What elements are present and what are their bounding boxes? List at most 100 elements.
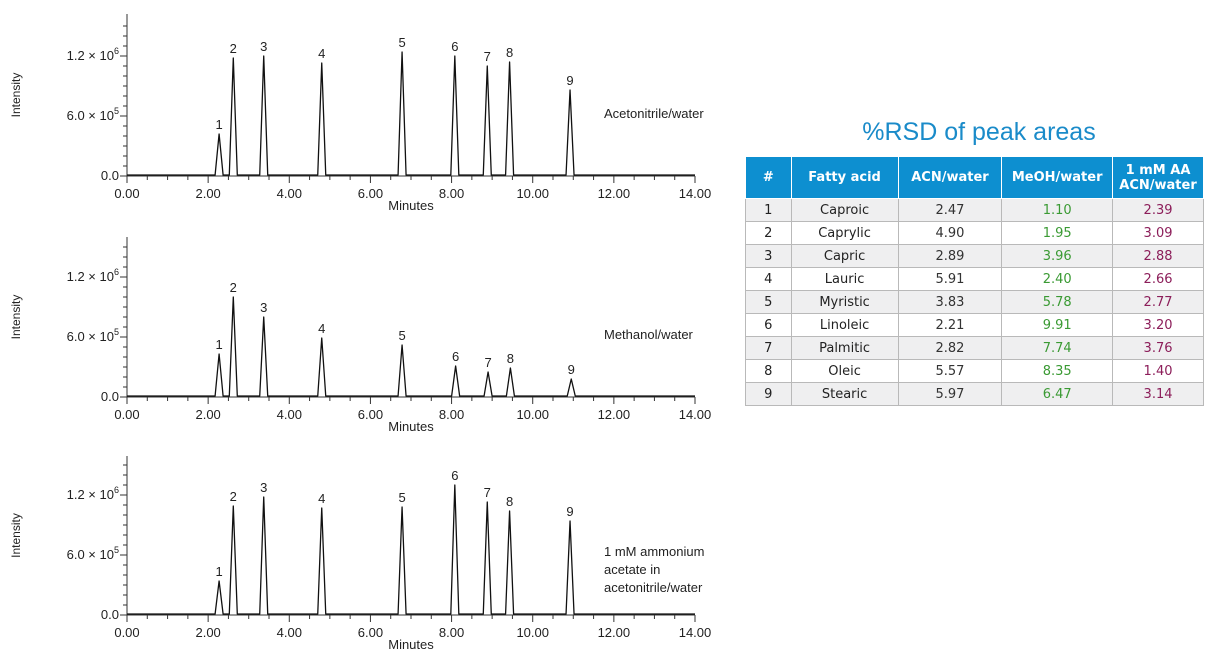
peak-label: 7 [484,355,491,370]
aa-acn-water-value: 3.76 [1112,336,1204,360]
rsd-table-header-row: # Fatty acid ACN/water MeOH/water 1 mM A… [745,156,1204,199]
x-tick-label: 10.00 [516,407,549,422]
aa-acn-water-value: 3.14 [1112,382,1204,406]
x-tick-label: 12.00 [598,407,631,422]
x-tick-label: 0.00 [114,625,139,640]
y-axis-title: Intensity [9,513,23,558]
aa-acn-water-value: 3.09 [1112,221,1204,245]
rsd-table-panel: %RSD of peak areas # Fatty acid ACN/wate… [745,118,1205,406]
meoh-water-value: 5.78 [1001,290,1114,314]
peak-label: 5 [398,490,405,505]
meoh-water-value: 8.35 [1001,359,1114,383]
row-index: 2 [745,221,792,245]
solvent-annotation: Methanol/water [604,327,694,342]
fatty-acid-name: Myristic [790,290,899,314]
x-tick-label: 10.00 [516,625,549,640]
table-row: 5 Myristic 3.83 5.78 2.77 [745,290,1204,314]
x-tick-label: 0.00 [114,407,139,422]
table-row: 4 Lauric 5.91 2.40 2.66 [745,267,1204,291]
row-index: 7 [745,336,792,360]
acn-water-value: 5.97 [897,382,1003,406]
y-tick-label: 6.0 × 105 [67,327,119,344]
row-index: 3 [745,244,792,268]
row-index: 1 [745,198,792,222]
x-tick-label: 8.00 [439,186,464,201]
row-index: 6 [745,313,792,337]
peak-label: 4 [318,46,325,61]
acn-water-value: 2.47 [897,198,1003,222]
fatty-acid-name: Caproic [790,198,899,222]
y-tick-label: 0.0 [101,168,119,183]
chromatogram-trace [127,484,695,615]
table-row: 9 Stearic 5.97 6.47 3.14 [745,382,1204,406]
x-tick-label: 2.00 [195,625,220,640]
acn-water-value: 5.91 [897,267,1003,291]
x-tick-label: 6.00 [358,407,383,422]
fatty-acid-name: Lauric [790,267,899,291]
peak-label: 2 [230,489,237,504]
y-tick-label: 6.0 × 105 [67,106,119,123]
peak-label: 9 [566,73,573,88]
y-axis-title: Intensity [9,73,23,118]
peak-label: 3 [260,39,267,54]
peak-label: 2 [230,41,237,56]
table-row: 6 Linoleic 2.21 9.91 3.20 [745,313,1204,337]
header-aa-line1: 1 mM AA [1125,162,1191,178]
chromatogram-trace [127,51,695,176]
meoh-water-value: 7.74 [1001,336,1114,360]
meoh-water-value: 2.40 [1001,267,1114,291]
table-row: 1 Caproic 2.47 1.10 2.39 [745,198,1204,222]
chromatogram-trace [127,296,695,397]
aa-acn-water-value: 2.77 [1112,290,1204,314]
fatty-acid-name: Capric [790,244,899,268]
acn-water-value: 4.90 [897,221,1003,245]
y-tick-label: 1.2 × 106 [67,485,119,502]
x-tick-label: 6.00 [358,186,383,201]
peak-label: 6 [452,349,459,364]
peak-label: 3 [260,300,267,315]
fatty-acid-name: Caprylic [790,221,899,245]
aa-acn-water-value: 1.40 [1112,359,1204,383]
meoh-water-value: 1.95 [1001,221,1114,245]
header-fatty-acid: Fatty acid [790,156,899,199]
meoh-water-value: 9.91 [1001,313,1114,337]
peak-label: 3 [260,480,267,495]
x-tick-label: 12.00 [598,186,631,201]
peak-label: 7 [484,49,491,64]
x-tick-label: 14.00 [679,407,712,422]
peak-label: 1 [215,564,222,579]
row-index: 8 [745,359,792,383]
peak-label: 6 [451,468,458,483]
y-tick-label: 1.2 × 106 [67,46,119,63]
x-tick-label: 2.00 [195,407,220,422]
peak-label: 1 [215,117,222,132]
peak-label: 4 [318,491,325,506]
x-tick-label: 8.00 [439,407,464,422]
header-index: # [745,156,792,199]
acn-water-value: 2.21 [897,313,1003,337]
x-axis-title: Minutes [388,419,434,434]
peak-label: 9 [568,362,575,377]
header-meoh-water: MeOH/water [1001,156,1114,199]
chromatogram-panels: 0.0 6.0 × 105 1.2 × 106 0.00 2.00 4.00 6.00 8.0… [9,14,712,652]
fatty-acid-name: Stearic [790,382,899,406]
x-axis-title: Minutes [388,198,434,213]
fatty-acid-name: Linoleic [790,313,899,337]
table-row: 8 Oleic 5.57 8.35 1.40 [745,359,1204,383]
x-tick-label: 0.00 [114,186,139,201]
table-row: 3 Capric 2.89 3.96 2.88 [745,244,1204,268]
y-tick-label: 6.0 × 105 [67,545,119,562]
solvent-annotation: 1 mM ammonium [604,544,704,559]
rsd-table-title: %RSD of peak areas [862,118,1096,146]
acn-water-value: 2.82 [897,336,1003,360]
fatty-acid-name: Oleic [790,359,899,383]
peak-label: 5 [398,35,405,50]
y-axis-title: Intensity [9,295,23,340]
x-tick-label: 12.00 [598,625,631,640]
x-tick-label: 4.00 [277,186,302,201]
aa-acn-water-value: 2.88 [1112,244,1204,268]
meoh-water-value: 1.10 [1001,198,1114,222]
y-tick-label: 1.2 × 106 [67,267,119,284]
x-tick-label: 14.00 [679,625,712,640]
acn-water-value: 5.57 [897,359,1003,383]
